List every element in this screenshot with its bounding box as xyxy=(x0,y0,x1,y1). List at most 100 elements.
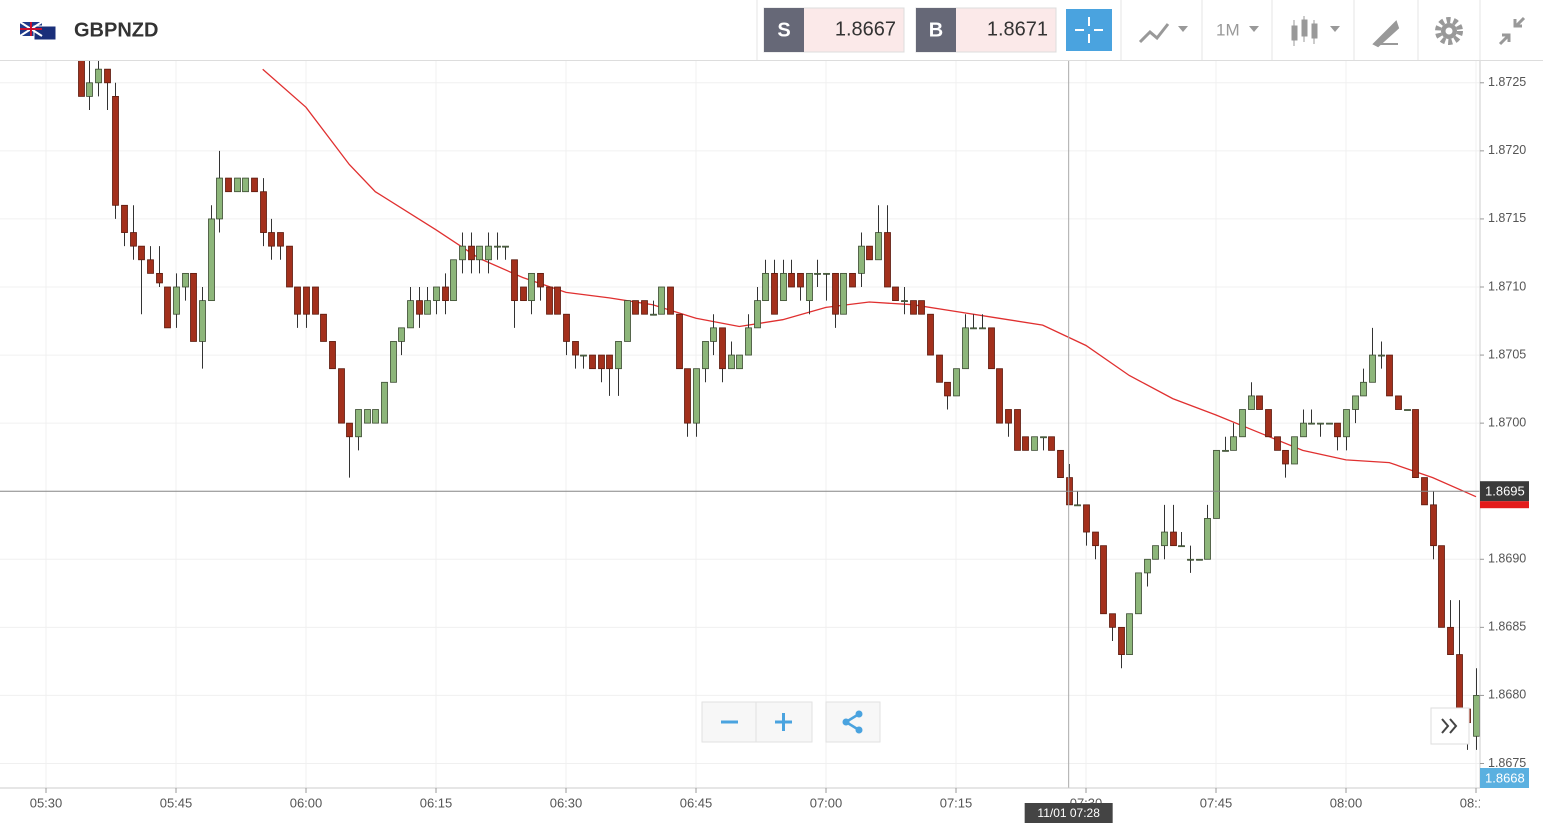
candle-body xyxy=(1074,504,1081,507)
share-dot xyxy=(855,710,863,718)
candle-body xyxy=(251,177,258,193)
candle-body xyxy=(147,259,154,274)
candle-body xyxy=(572,341,579,356)
candle-body xyxy=(771,272,778,315)
candle-body xyxy=(95,68,102,84)
candle-body xyxy=(1196,558,1203,561)
period[interactable]: 1M xyxy=(1216,20,1240,39)
candle-body xyxy=(1187,558,1194,561)
candle-body xyxy=(520,286,527,302)
candle-body xyxy=(884,232,891,288)
candle-body xyxy=(728,354,735,370)
candle-body xyxy=(312,286,319,315)
settings-button[interactable] xyxy=(1435,17,1463,45)
candle-body xyxy=(1161,531,1168,547)
scroll-end-button[interactable] xyxy=(1430,707,1470,745)
candle-body xyxy=(190,272,197,342)
x-tick-label: 06:15 xyxy=(420,795,453,810)
candle-body xyxy=(606,354,613,370)
y-tick-label: 1.8725 xyxy=(1488,75,1526,89)
candle-body xyxy=(901,300,908,303)
crosshair-price-box xyxy=(1480,481,1529,502)
candle-body xyxy=(1430,504,1437,547)
crosshair-price-underline xyxy=(1480,501,1529,509)
candle-body xyxy=(346,422,353,438)
crosshair-button[interactable] xyxy=(1066,9,1112,51)
candle-body xyxy=(598,354,605,370)
x-tick-label: 06:45 xyxy=(680,795,713,810)
candle-body xyxy=(814,272,821,275)
candle-body xyxy=(433,286,440,302)
candle-body xyxy=(667,286,674,315)
candle-body xyxy=(485,245,492,261)
candle-body xyxy=(1040,436,1047,439)
draw-button[interactable] xyxy=(1372,20,1400,48)
candle-body xyxy=(476,245,483,261)
y-tick-label: 1.8690 xyxy=(1488,552,1526,566)
candle-body xyxy=(216,177,223,220)
x-tick-label: 07:00 xyxy=(810,795,843,810)
x-tick-label: 06:30 xyxy=(550,795,583,810)
candle-body xyxy=(1343,409,1350,438)
candle-body xyxy=(580,354,587,357)
y-tick-label: 1.8705 xyxy=(1488,347,1526,361)
candle-body xyxy=(918,300,925,315)
candle-body xyxy=(936,354,943,383)
candle-body xyxy=(121,204,128,233)
candle-body xyxy=(797,272,804,288)
crosshair-time-label: 11/01 07:28 xyxy=(1037,806,1100,820)
candle-body xyxy=(1412,409,1419,478)
y-tick-label: 1.8680 xyxy=(1488,688,1526,702)
candle-body xyxy=(1005,409,1012,424)
candle-body xyxy=(173,286,180,315)
buy-label: B xyxy=(929,19,943,41)
candle-body xyxy=(632,300,639,315)
candle-body xyxy=(450,259,457,302)
candle-body xyxy=(676,313,683,370)
candle-body xyxy=(1291,436,1298,465)
candle-body xyxy=(511,259,518,302)
candle-body xyxy=(355,409,362,438)
candle-body xyxy=(424,300,431,315)
x-tick-label: 07:15 xyxy=(940,795,973,810)
candle-body xyxy=(1395,395,1402,410)
y-tick-label: 1.8700 xyxy=(1488,415,1526,429)
candle-body xyxy=(650,313,657,316)
candle-body xyxy=(1378,354,1385,357)
candle-body xyxy=(927,313,934,356)
candle-body xyxy=(182,272,189,288)
candle-body xyxy=(1135,572,1142,615)
collapse-button[interactable] xyxy=(1498,16,1526,46)
x-tick-label: 05:30 xyxy=(30,795,63,810)
chart-type-button[interactable] xyxy=(1291,16,1340,46)
candle-body xyxy=(468,245,475,261)
candle-body xyxy=(260,191,267,233)
candle-body xyxy=(1092,531,1099,547)
sell-price: 1.8667 xyxy=(835,18,896,40)
share-button[interactable] xyxy=(825,701,881,743)
candle-body xyxy=(277,232,284,247)
candle-body xyxy=(1014,409,1021,451)
candle-body xyxy=(1170,531,1177,547)
candle-body xyxy=(962,327,969,370)
candle-body xyxy=(1222,449,1229,452)
last-price-box xyxy=(1480,768,1529,788)
y-tick-label: 1.8675 xyxy=(1488,756,1526,770)
candle-body xyxy=(641,300,648,315)
candle-body xyxy=(138,245,145,261)
candle-body xyxy=(528,272,535,302)
candle-body xyxy=(1282,449,1289,465)
candle-body xyxy=(372,409,379,424)
candle-body xyxy=(944,381,951,397)
candle-body xyxy=(398,327,405,342)
candle-body xyxy=(554,286,561,315)
candle-body xyxy=(1022,436,1029,451)
candle-body xyxy=(1274,436,1281,451)
candle-body xyxy=(658,286,665,315)
candle-body xyxy=(624,300,631,342)
candle-body xyxy=(502,245,509,248)
candle-body xyxy=(364,409,371,424)
indicator-button[interactable] xyxy=(1138,23,1188,44)
candle-body xyxy=(1230,436,1237,451)
